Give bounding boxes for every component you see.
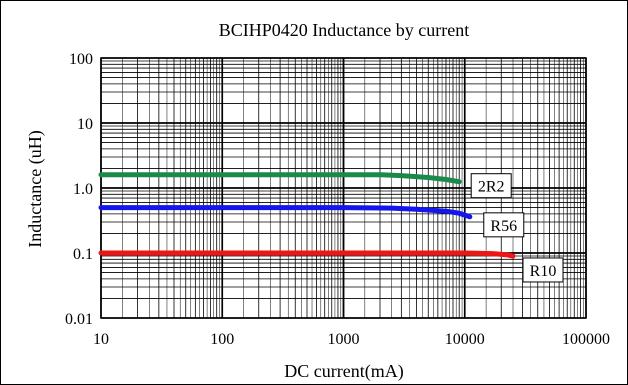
x-tick-labels: 10 100 1000 10000 100000 [93, 331, 610, 348]
series-labels: 2R2 R56 R10 [470, 173, 564, 283]
series-label-box [522, 257, 564, 283]
y-tick-label: 1.0 [73, 181, 93, 198]
series-line-2r2 [98, 172, 462, 185]
series-layer [98, 172, 516, 259]
y-tick-labels: 100 10 1.0 0.1 0.01 [65, 51, 93, 328]
series-label-2r2: 2R2 [470, 173, 512, 199]
x-tick-label: 10000 [445, 331, 485, 348]
y-tick-label: 0.01 [65, 311, 93, 328]
series-label-text: R56 [490, 218, 517, 235]
series-line-r56 [98, 205, 473, 220]
series-line-r10 [98, 250, 516, 259]
series-label-text: 2R2 [478, 179, 505, 196]
y-tick-label: 10 [77, 116, 93, 133]
y-tick-label: 0.1 [73, 246, 93, 263]
series-label-text: R10 [530, 263, 557, 280]
chart-title: BCIHP0420 Inductance by current [219, 20, 469, 40]
x-tick-label: 1000 [328, 331, 360, 348]
x-tick-label: 10 [93, 331, 109, 348]
series-label-box [483, 212, 525, 238]
x-tick-label: 100000 [562, 331, 610, 348]
series-label-r56: R56 [483, 212, 525, 238]
x-axis-label: DC current(mA) [284, 361, 403, 382]
series-label-r10: R10 [522, 257, 564, 283]
y-axis-label: Inductance (uH) [25, 130, 46, 247]
y-tick-label: 100 [69, 51, 93, 68]
x-tick-label: 100 [210, 331, 234, 348]
plot-area-border [100, 57, 587, 319]
series-label-box [470, 173, 512, 199]
